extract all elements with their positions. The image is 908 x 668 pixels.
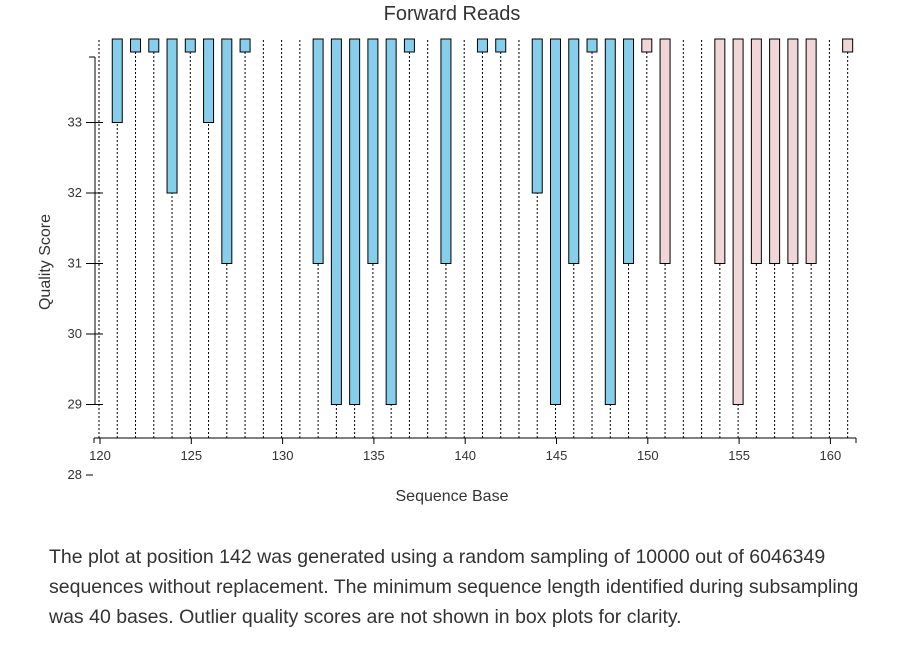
plot-caption: The plot at position 142 was generated u… [49, 546, 859, 628]
box-132 [312, 38, 324, 264]
box-154 [714, 38, 726, 264]
x-axis: 120 125 130 135 140 145 150 155 160 [89, 437, 857, 463]
box-150 [641, 38, 653, 53]
box-148 [604, 38, 616, 405]
x-tick-label: 135 [363, 448, 385, 463]
quality-plot: Forward Reads 120 125 130 135 140 145 150 155 16… [37, 3, 857, 505]
y-tick-label: 32 [68, 185, 82, 200]
box-126 [203, 38, 215, 123]
box-122 [130, 38, 142, 53]
box-121 [111, 38, 123, 123]
x-tick-label: 145 [546, 448, 568, 463]
box-159 [805, 38, 817, 264]
box-142 [495, 38, 507, 53]
x-tick-label: 120 [89, 448, 111, 463]
quality-plot-svg: Forward Reads 120 125 130 135 140 145 150 155 16… [37, 3, 857, 505]
x-tick-label: 160 [820, 448, 842, 463]
x-tick-label: 130 [272, 448, 294, 463]
box-124 [166, 38, 178, 194]
y-tick-label: 29 [68, 397, 82, 412]
y-tick-label: 33 [68, 115, 82, 130]
box-141 [476, 38, 488, 53]
box-145 [550, 38, 561, 405]
box-149 [623, 38, 635, 264]
box-144 [531, 38, 543, 194]
box-127 [221, 38, 233, 264]
box-161 [842, 38, 854, 53]
x-tick-label: 140 [454, 448, 476, 463]
box-137 [403, 38, 415, 53]
box-157 [769, 38, 781, 264]
box-125 [184, 38, 196, 53]
x-tick-label: 150 [637, 448, 659, 463]
y-tick-label: 28 [68, 467, 82, 482]
boxes-layer [111, 38, 854, 405]
box-135 [367, 38, 379, 264]
box-155 [732, 38, 744, 405]
box-156 [750, 38, 762, 264]
x-axis-label: Sequence Base [396, 488, 509, 505]
y-tick-label: 30 [68, 326, 82, 341]
box-123 [148, 38, 160, 53]
box-136 [385, 38, 397, 405]
x-tick-label: 155 [728, 448, 750, 463]
box-134 [349, 38, 361, 405]
x-tick-label: 125 [180, 448, 202, 463]
box-128 [239, 38, 251, 53]
box-146 [568, 38, 580, 264]
y-axis: 28 29 30 31 32 33 [68, 56, 103, 482]
chart-title: Forward Reads [384, 3, 521, 25]
box-147 [586, 38, 598, 53]
box-139 [440, 38, 452, 264]
box-133 [330, 38, 342, 405]
box-158 [787, 38, 799, 264]
box-151 [659, 38, 671, 264]
y-axis-label: Quality Score [37, 214, 54, 310]
y-tick-label: 31 [68, 256, 82, 271]
